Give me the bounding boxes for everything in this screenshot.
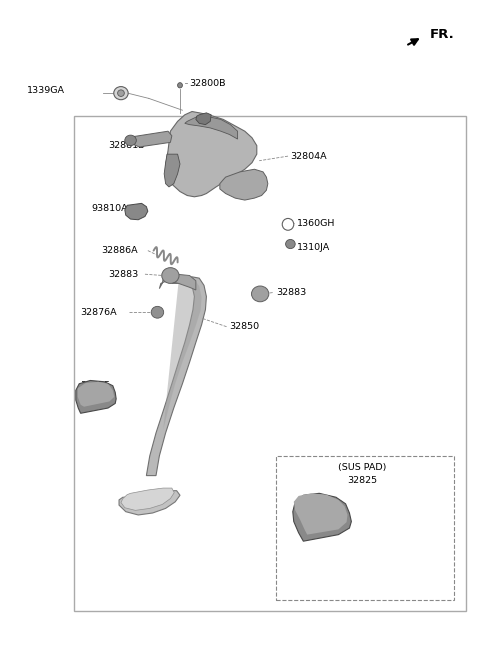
Ellipse shape [125, 135, 136, 146]
Ellipse shape [118, 90, 124, 96]
Bar [276, 456, 454, 600]
Polygon shape [159, 274, 196, 290]
Ellipse shape [282, 218, 294, 230]
Polygon shape [121, 488, 174, 510]
Text: 32804A: 32804A [290, 152, 327, 161]
Polygon shape [133, 131, 172, 147]
Text: 1339GA: 1339GA [27, 86, 65, 95]
Polygon shape [196, 113, 211, 125]
Text: 93810A: 93810A [91, 204, 128, 213]
Text: 32825: 32825 [81, 381, 111, 390]
Text: 32886A: 32886A [101, 246, 137, 255]
Polygon shape [185, 117, 238, 139]
Bar [74, 116, 466, 611]
Ellipse shape [162, 268, 179, 283]
Ellipse shape [286, 239, 295, 249]
Ellipse shape [151, 306, 164, 318]
Text: 32825: 32825 [348, 476, 377, 485]
Polygon shape [164, 154, 180, 187]
Text: 32800B: 32800B [190, 79, 226, 88]
Polygon shape [163, 277, 202, 430]
Ellipse shape [178, 83, 182, 88]
Polygon shape [294, 493, 348, 535]
Ellipse shape [114, 87, 128, 100]
Text: 32850: 32850 [229, 322, 260, 331]
Text: 32881B: 32881B [108, 141, 144, 150]
Polygon shape [119, 491, 180, 515]
Text: 1310JA: 1310JA [297, 243, 330, 253]
Text: 1360GH: 1360GH [297, 218, 335, 228]
Text: 32883: 32883 [108, 270, 138, 279]
Polygon shape [76, 380, 116, 413]
Text: FR.: FR. [430, 28, 455, 41]
Polygon shape [78, 382, 114, 407]
Ellipse shape [252, 286, 269, 302]
Polygon shape [125, 203, 148, 220]
Text: 32883: 32883 [276, 288, 306, 297]
Polygon shape [146, 277, 206, 476]
Polygon shape [220, 169, 268, 200]
Text: (SUS PAD): (SUS PAD) [338, 462, 386, 472]
Polygon shape [166, 112, 257, 197]
Polygon shape [293, 493, 351, 541]
Text: 32876A: 32876A [81, 308, 117, 317]
